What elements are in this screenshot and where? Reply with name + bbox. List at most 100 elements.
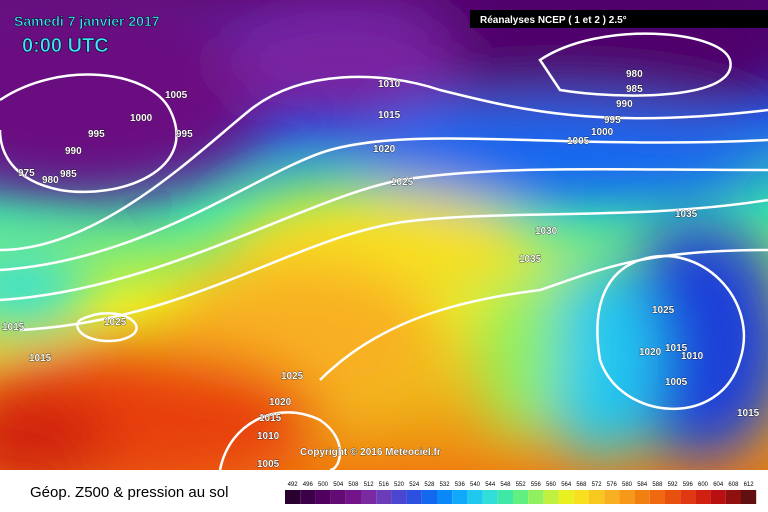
isobar-label: 1015 bbox=[2, 322, 25, 333]
scale-swatch bbox=[315, 490, 331, 504]
scale-swatch bbox=[558, 490, 574, 504]
scale-swatch bbox=[497, 490, 513, 504]
scale-swatch bbox=[634, 490, 650, 504]
scale-label: 568 bbox=[576, 482, 587, 488]
isobar-label: 995 bbox=[176, 129, 193, 140]
scale-label: 520 bbox=[394, 482, 405, 488]
isobar-label: 1025 bbox=[652, 305, 675, 316]
scale-label: 564 bbox=[561, 482, 572, 488]
scale-label: 572 bbox=[592, 482, 603, 488]
scale-swatch bbox=[345, 490, 361, 504]
scale-label: 508 bbox=[348, 482, 359, 488]
scale-label: 588 bbox=[652, 482, 663, 488]
isobar-label: 1015 bbox=[29, 353, 52, 364]
scale-swatch bbox=[406, 490, 422, 504]
isobar-label: 995 bbox=[604, 115, 621, 126]
scale-swatch bbox=[376, 490, 392, 504]
isobar-label: 1020 bbox=[373, 144, 396, 155]
isobar-label: 1020 bbox=[269, 397, 292, 408]
isobar-label: 1005 bbox=[165, 90, 188, 101]
scale-swatch bbox=[741, 490, 757, 504]
scale-swatch bbox=[361, 490, 377, 504]
scale-label: 504 bbox=[333, 482, 344, 488]
isobar-label: 1005 bbox=[257, 459, 280, 470]
isobar-label: 1035 bbox=[675, 209, 698, 220]
scale-label: 492 bbox=[288, 482, 299, 488]
isobar-label: 985 bbox=[60, 169, 77, 180]
scale-swatch bbox=[604, 490, 620, 504]
isobar-label: 1005 bbox=[665, 377, 688, 388]
isobar-label: 1010 bbox=[681, 351, 704, 362]
isobar-label: 980 bbox=[626, 69, 643, 80]
scale-label: 584 bbox=[637, 482, 648, 488]
isobar-label: 995 bbox=[88, 129, 105, 140]
scale-label: 612 bbox=[744, 482, 755, 488]
scale-swatch bbox=[589, 490, 605, 504]
copyright: Copyright © 2016 Meteociel.fr bbox=[300, 447, 441, 458]
scale-swatch bbox=[482, 490, 498, 504]
isobar-label: 1000 bbox=[130, 113, 153, 124]
scale-label: 536 bbox=[455, 482, 466, 488]
scale-swatch bbox=[437, 490, 453, 504]
scale-swatch bbox=[513, 490, 529, 504]
scale-label: 560 bbox=[546, 482, 557, 488]
scale-label: 552 bbox=[516, 482, 527, 488]
time-label: 0:00 UTC bbox=[22, 35, 109, 57]
scale-swatch bbox=[680, 490, 696, 504]
scale-label: 576 bbox=[607, 482, 618, 488]
scale-swatch bbox=[543, 490, 559, 504]
isobar-label: 990 bbox=[65, 146, 82, 157]
scale-swatch bbox=[528, 490, 544, 504]
scale-label: 540 bbox=[470, 482, 481, 488]
scale-label: 532 bbox=[440, 482, 451, 488]
isobar-label: 1035 bbox=[519, 254, 542, 265]
date-label: Samedi 7 janvier 2017 bbox=[14, 13, 160, 29]
isobar-label: 985 bbox=[626, 84, 643, 95]
source-box bbox=[470, 10, 768, 28]
footer-title: Géop. Z500 & pression au sol bbox=[30, 484, 228, 501]
scale-swatch bbox=[649, 490, 665, 504]
scale-label: 544 bbox=[485, 482, 496, 488]
scale-swatch bbox=[619, 490, 635, 504]
scale-label: 596 bbox=[683, 482, 694, 488]
isobar-label: 1025 bbox=[281, 371, 304, 382]
isobar-label: 1020 bbox=[639, 347, 662, 358]
isobar-label: 1025 bbox=[104, 317, 127, 328]
scale-label: 580 bbox=[622, 482, 633, 488]
scale-swatch bbox=[285, 490, 301, 504]
scale-swatch bbox=[330, 490, 346, 504]
scale-swatch bbox=[695, 490, 711, 504]
scale-label: 592 bbox=[668, 482, 679, 488]
scale-swatch bbox=[391, 490, 407, 504]
scale-swatch bbox=[467, 490, 483, 504]
isobar-label: 1000 bbox=[591, 127, 614, 138]
scale-swatch bbox=[725, 490, 741, 504]
scale-label: 608 bbox=[728, 482, 739, 488]
isobar-label: 1015 bbox=[259, 413, 282, 424]
isobar-label: 1015 bbox=[665, 343, 688, 354]
scale-swatch bbox=[300, 490, 316, 504]
isobar-label: 975 bbox=[18, 168, 35, 179]
isobar-label: 1025 bbox=[391, 177, 414, 188]
isobars bbox=[0, 32, 768, 472]
isobar-label: 1015 bbox=[378, 110, 401, 121]
scale-swatch bbox=[665, 490, 681, 504]
scale-label: 512 bbox=[364, 482, 375, 488]
scale-label: 516 bbox=[379, 482, 390, 488]
isobar-label: 980 bbox=[42, 175, 59, 186]
isobar-label: 1005 bbox=[567, 136, 590, 147]
scale-swatch bbox=[710, 490, 726, 504]
scale-label: 500 bbox=[318, 482, 329, 488]
scale-label: 556 bbox=[531, 482, 542, 488]
scale-swatch bbox=[421, 490, 437, 504]
isobar-label: 1010 bbox=[257, 431, 280, 442]
isobar-label: 1010 bbox=[378, 79, 401, 90]
scale-label: 528 bbox=[424, 482, 435, 488]
color-scale: 492 496 500 504 508 512 516 520 524 528 532 536 540 5… bbox=[285, 482, 757, 504]
scale-swatch bbox=[452, 490, 468, 504]
scale-label: 548 bbox=[500, 482, 511, 488]
isobar-label: 1030 bbox=[535, 226, 558, 237]
isobar-label: 990 bbox=[616, 99, 633, 110]
